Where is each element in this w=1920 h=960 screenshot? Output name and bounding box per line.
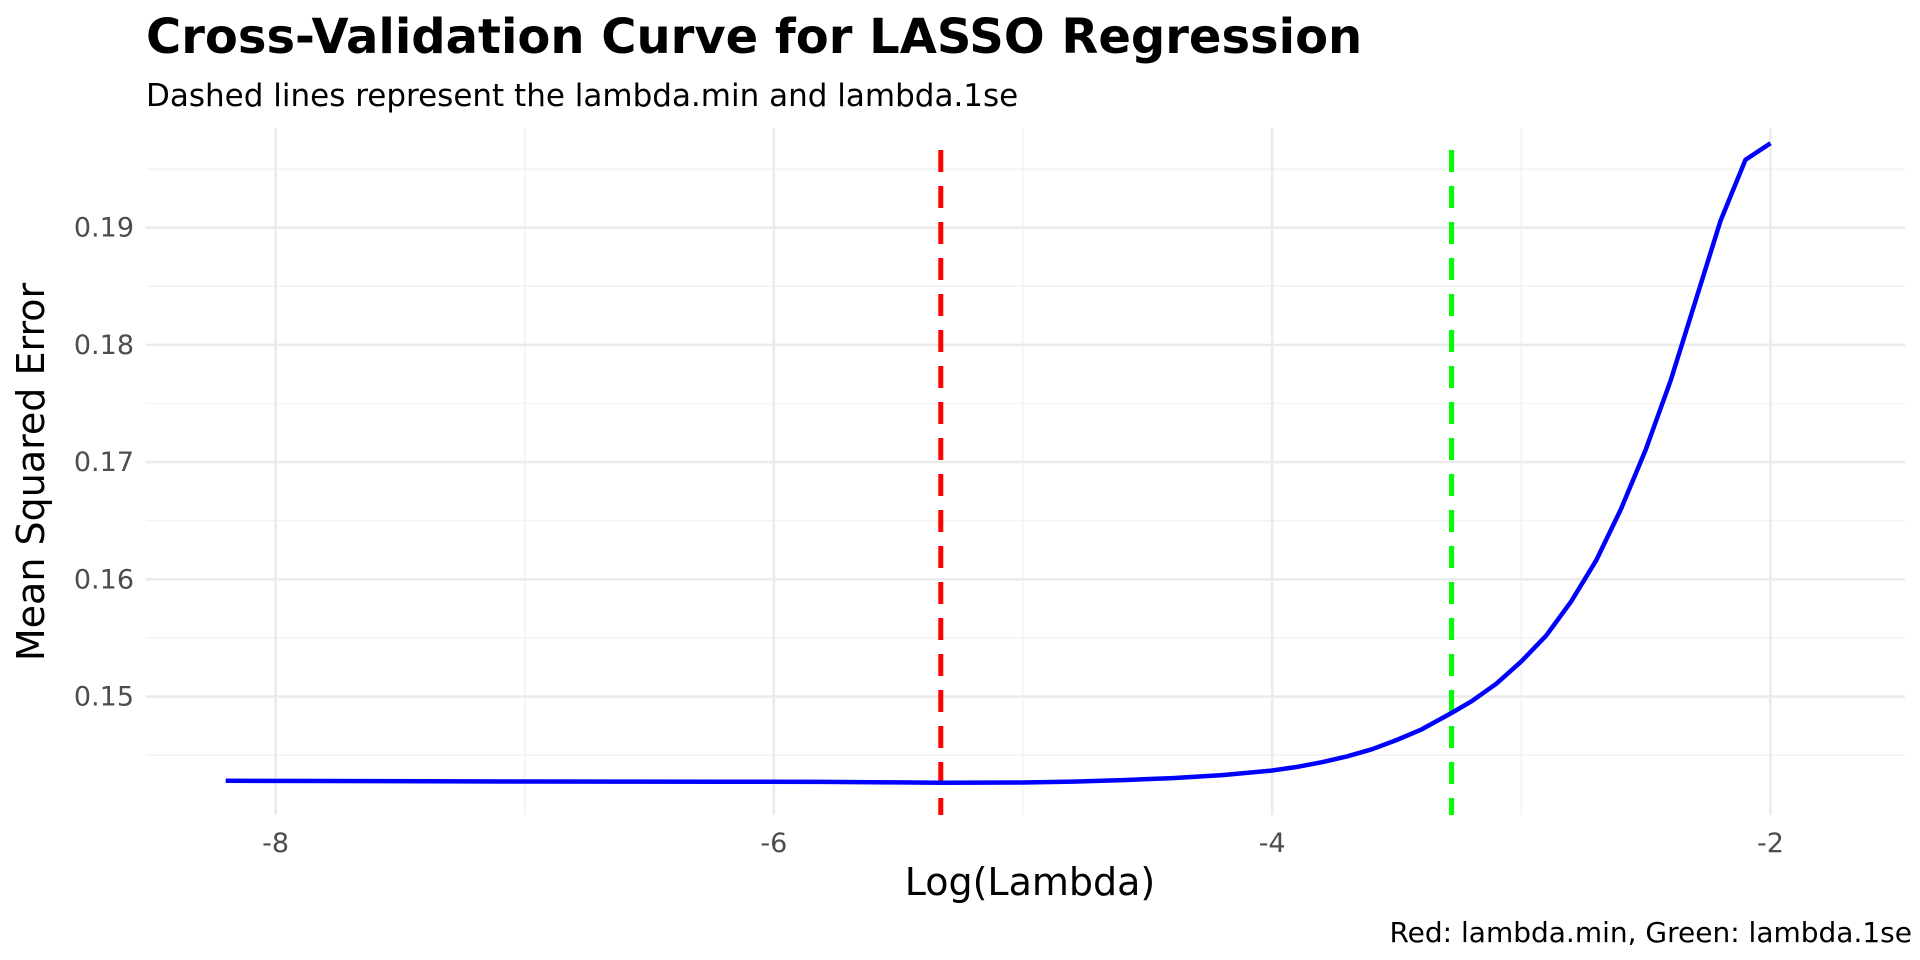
grid — [146, 128, 1905, 815]
y-tick-label: 0.16 — [74, 564, 134, 595]
chart-subtitle: Dashed lines represent the lambda.min an… — [146, 78, 1018, 114]
y-axis-title: Mean Squared Error — [9, 283, 53, 662]
cv-curve-line — [225, 141, 1772, 786]
x-axis-ticks: -8 -6 -4 -2 — [262, 828, 1784, 859]
reference-lines — [938, 150, 1455, 815]
series — [225, 141, 1772, 786]
chart-title: Cross-Validation Curve for LASSO Regress… — [146, 9, 1362, 65]
y-axis-ticks: 0.15 0.16 0.17 0.18 0.19 — [74, 213, 134, 713]
y-tick-label: 0.15 — [74, 682, 134, 713]
chart-caption: Red: lambda.min, Green: lambda.1se — [1389, 916, 1912, 949]
x-tick-label: -6 — [760, 828, 787, 859]
y-tick-label: 0.19 — [74, 213, 134, 244]
x-tick-label: -8 — [262, 828, 289, 859]
x-axis-title: Log(Lambda) — [905, 860, 1156, 904]
y-tick-label: 0.18 — [74, 330, 134, 361]
x-tick-label: -4 — [1259, 828, 1286, 859]
x-tick-label: -2 — [1757, 828, 1784, 859]
y-tick-label: 0.17 — [74, 447, 134, 478]
